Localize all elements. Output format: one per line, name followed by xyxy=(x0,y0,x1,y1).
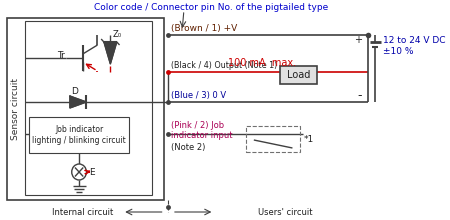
Text: Job indicator
lighting / blinking circuit: Job indicator lighting / blinking circui… xyxy=(32,125,126,145)
Bar xyxy=(29,117,129,153)
Text: ±10 %: ±10 % xyxy=(382,46,413,55)
Text: Z₀: Z₀ xyxy=(113,29,122,38)
Text: (Brown / 1) +V: (Brown / 1) +V xyxy=(171,24,237,33)
Text: (Pink / 2) Job: (Pink / 2) Job xyxy=(171,121,224,130)
Polygon shape xyxy=(104,42,117,64)
Bar xyxy=(25,21,152,195)
Text: +: + xyxy=(354,35,362,45)
Text: (Blue / 3) 0 V: (Blue / 3) 0 V xyxy=(171,90,226,99)
Polygon shape xyxy=(70,96,86,108)
Text: Sensor circuit: Sensor circuit xyxy=(11,78,20,140)
Text: (Note 2): (Note 2) xyxy=(171,143,206,152)
Text: Color code / Connector pin No. of the pigtailed type: Color code / Connector pin No. of the pi… xyxy=(94,2,328,11)
Circle shape xyxy=(72,164,86,180)
Text: Load: Load xyxy=(287,70,310,80)
Text: -: - xyxy=(358,90,362,103)
Text: indicator input: indicator input xyxy=(171,130,233,139)
Text: Users' circuit: Users' circuit xyxy=(258,207,312,216)
Text: (Black / 4) Output (Note 1): (Black / 4) Output (Note 1) xyxy=(171,61,277,70)
Bar xyxy=(247,126,300,152)
Text: D: D xyxy=(71,86,78,95)
Text: Internal circuit: Internal circuit xyxy=(52,207,113,216)
Text: Tr: Tr xyxy=(57,51,65,59)
Text: 12 to 24 V DC: 12 to 24 V DC xyxy=(382,35,445,44)
Bar xyxy=(7,18,164,200)
Text: *1: *1 xyxy=(303,134,314,143)
Text: E: E xyxy=(89,167,95,176)
Bar xyxy=(280,66,317,84)
Text: 100 mA  max.: 100 mA max. xyxy=(228,58,296,68)
